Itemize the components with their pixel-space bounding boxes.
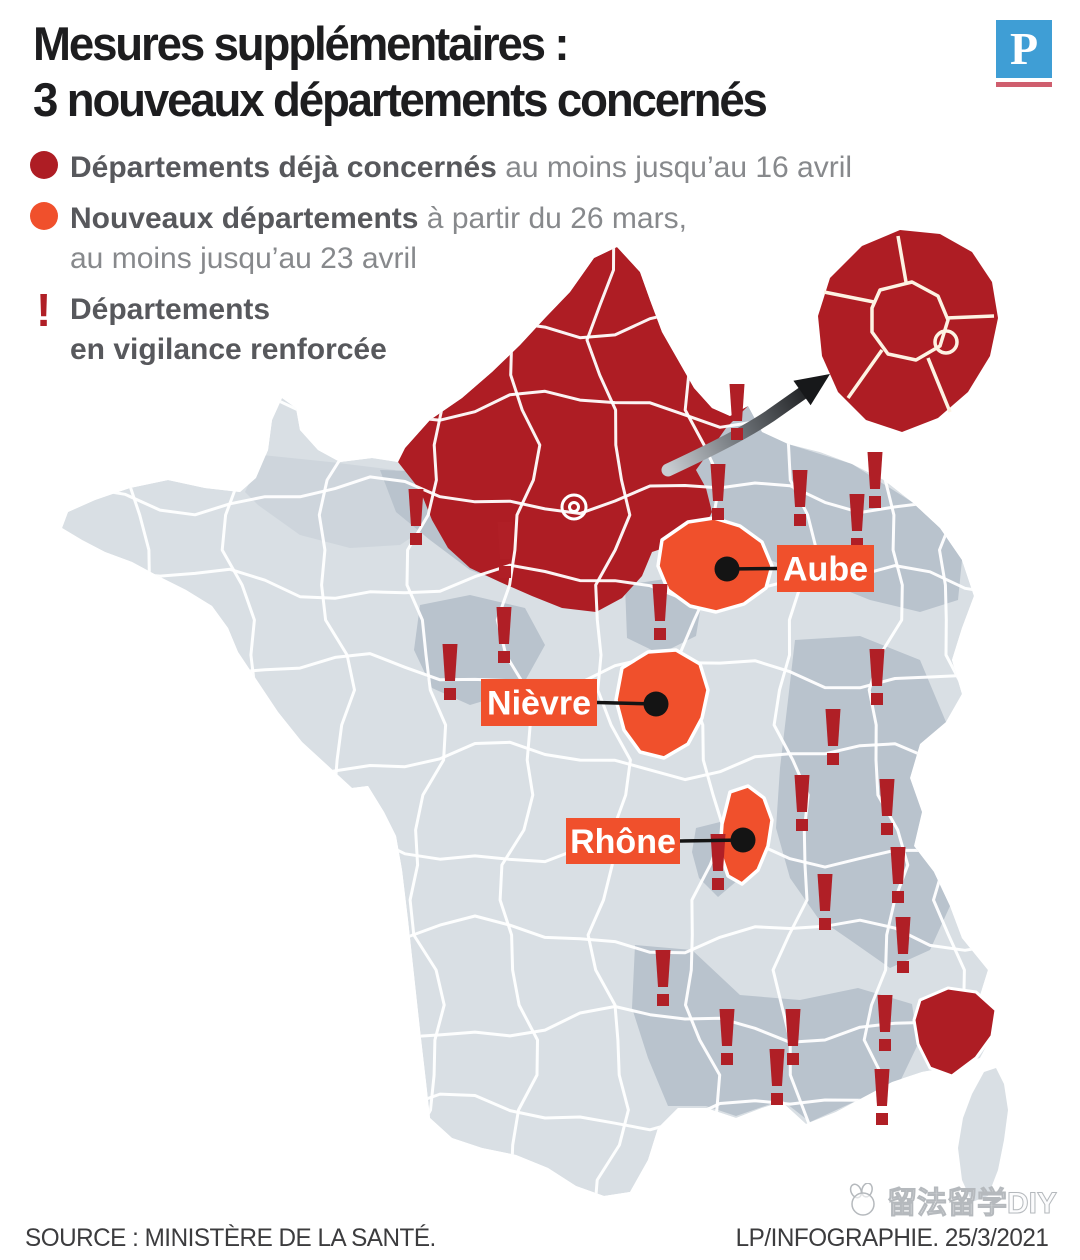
legend-item-deja-concernes: Départements déjà concernés au moins jus… — [30, 148, 852, 188]
legend-3-bold: Départements — [70, 293, 271, 326]
legend-2-normal2: au moins jusqu’au 23 avril — [70, 242, 417, 275]
vigilance-exclamation-icon — [652, 584, 668, 640]
vigilance-exclamation-icon — [655, 950, 671, 1006]
legend-item-vigilance: ! Départements en vigilance renforcée — [30, 284, 852, 370]
paris-ring-inner — [568, 501, 580, 513]
vigilance-marks — [408, 384, 911, 1125]
zone-sud-est — [632, 945, 918, 1122]
exclamation-icon: ! — [36, 284, 52, 336]
le-parisien-logo: P — [996, 20, 1052, 78]
map-label-nievre: Nièvre — [481, 679, 669, 726]
region-nord-deja-concernee — [398, 247, 748, 612]
legend-2-normal: à partir du 26 mars, — [426, 202, 687, 235]
logo-letter: P — [1009, 23, 1039, 74]
legend-item-nouveaux: Nouveaux départements à partir du 26 mar… — [30, 199, 852, 279]
label-box — [566, 818, 680, 864]
legend-1-normal: au moins jusqu’au 16 avril — [505, 151, 853, 184]
label-dot — [714, 556, 740, 582]
vigilance-exclamation-icon — [794, 775, 810, 831]
title-line-2: 3 nouveaux départements concernés — [33, 73, 768, 126]
vigilance-exclamation-icon — [710, 464, 726, 520]
department-alpes-maritimes — [912, 986, 998, 1078]
watermark-text: 留法留学DIY — [886, 1187, 1058, 1221]
legend-3-bold2: en vigilance renforcée — [70, 333, 387, 366]
vigilance-exclamation-icon — [785, 1009, 801, 1065]
orange-dot-icon — [30, 202, 58, 230]
department-labels: Aube Nièvre Rhône — [481, 545, 874, 864]
paris-ring — [560, 493, 588, 521]
vigilance-exclamation-icon — [729, 384, 745, 440]
watermark: 留法留学DIY — [845, 1178, 1058, 1222]
vigilance-exclamation-icon — [496, 607, 512, 663]
dark-red-dot-icon — [30, 151, 58, 179]
idf-inset — [818, 230, 998, 432]
vigilance-exclamation-icon — [442, 644, 458, 700]
vigilance-exclamation-icon — [867, 452, 883, 508]
label-dot — [730, 827, 756, 853]
label-text: Nièvre — [487, 685, 591, 723]
vigilance-exclamation-icon — [719, 1009, 735, 1065]
label-box — [777, 545, 874, 592]
source-text: SOURCE : MINISTÈRE DE LA SANTÉ. — [25, 1224, 436, 1252]
label-text: Aube — [783, 551, 868, 589]
legend: Départements déjà concernés au moins jus… — [30, 148, 852, 381]
vigilance-exclamation-icon — [890, 847, 906, 903]
vigilance-exclamation-icon — [879, 779, 895, 835]
vigilance-exclamation-icon — [497, 522, 513, 578]
page-title: Mesures supplémentaires : 3 nouveaux dép… — [33, 16, 768, 128]
logo-stripe — [996, 82, 1052, 87]
vigilance-exclamation-icon — [877, 995, 893, 1051]
label-box — [481, 679, 597, 726]
label-text: Rhône — [570, 823, 676, 861]
vigilance-exclamation-icon — [710, 834, 726, 890]
inset-arrow — [661, 374, 830, 477]
vigilance-exclamation-icon — [849, 494, 865, 550]
vigilance-exclamation-icon — [874, 1069, 890, 1125]
vigilance-exclamation-icon — [869, 649, 885, 705]
vigilance-exclamation-icon — [895, 917, 911, 973]
vigilance-exclamation-icon — [792, 470, 808, 526]
map-label-rhone: Rhône — [566, 818, 756, 864]
corsica — [958, 1068, 1008, 1202]
vigilance-exclamation-icon — [825, 709, 841, 765]
vigilance-exclamation-icon — [769, 1049, 785, 1105]
credit-text: LP/INFOGRAPHIE. 25/3/2021 — [735, 1224, 1048, 1252]
vigilance-exclamation-icon — [408, 489, 424, 545]
watermark-logo-icon — [849, 1183, 875, 1216]
map-label-aube: Aube — [714, 545, 874, 592]
legend-1-bold: Départements déjà concernés — [70, 151, 497, 184]
title-line-1: Mesures supplémentaires : — [33, 17, 570, 70]
legend-2-bold: Nouveaux départements — [70, 202, 419, 235]
label-dot — [643, 691, 669, 717]
vigilance-exclamation-icon — [817, 874, 833, 930]
